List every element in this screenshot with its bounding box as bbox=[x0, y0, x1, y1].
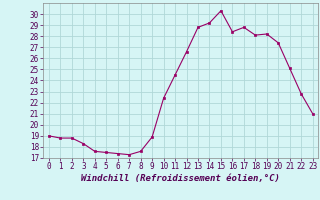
X-axis label: Windchill (Refroidissement éolien,°C): Windchill (Refroidissement éolien,°C) bbox=[81, 174, 280, 183]
